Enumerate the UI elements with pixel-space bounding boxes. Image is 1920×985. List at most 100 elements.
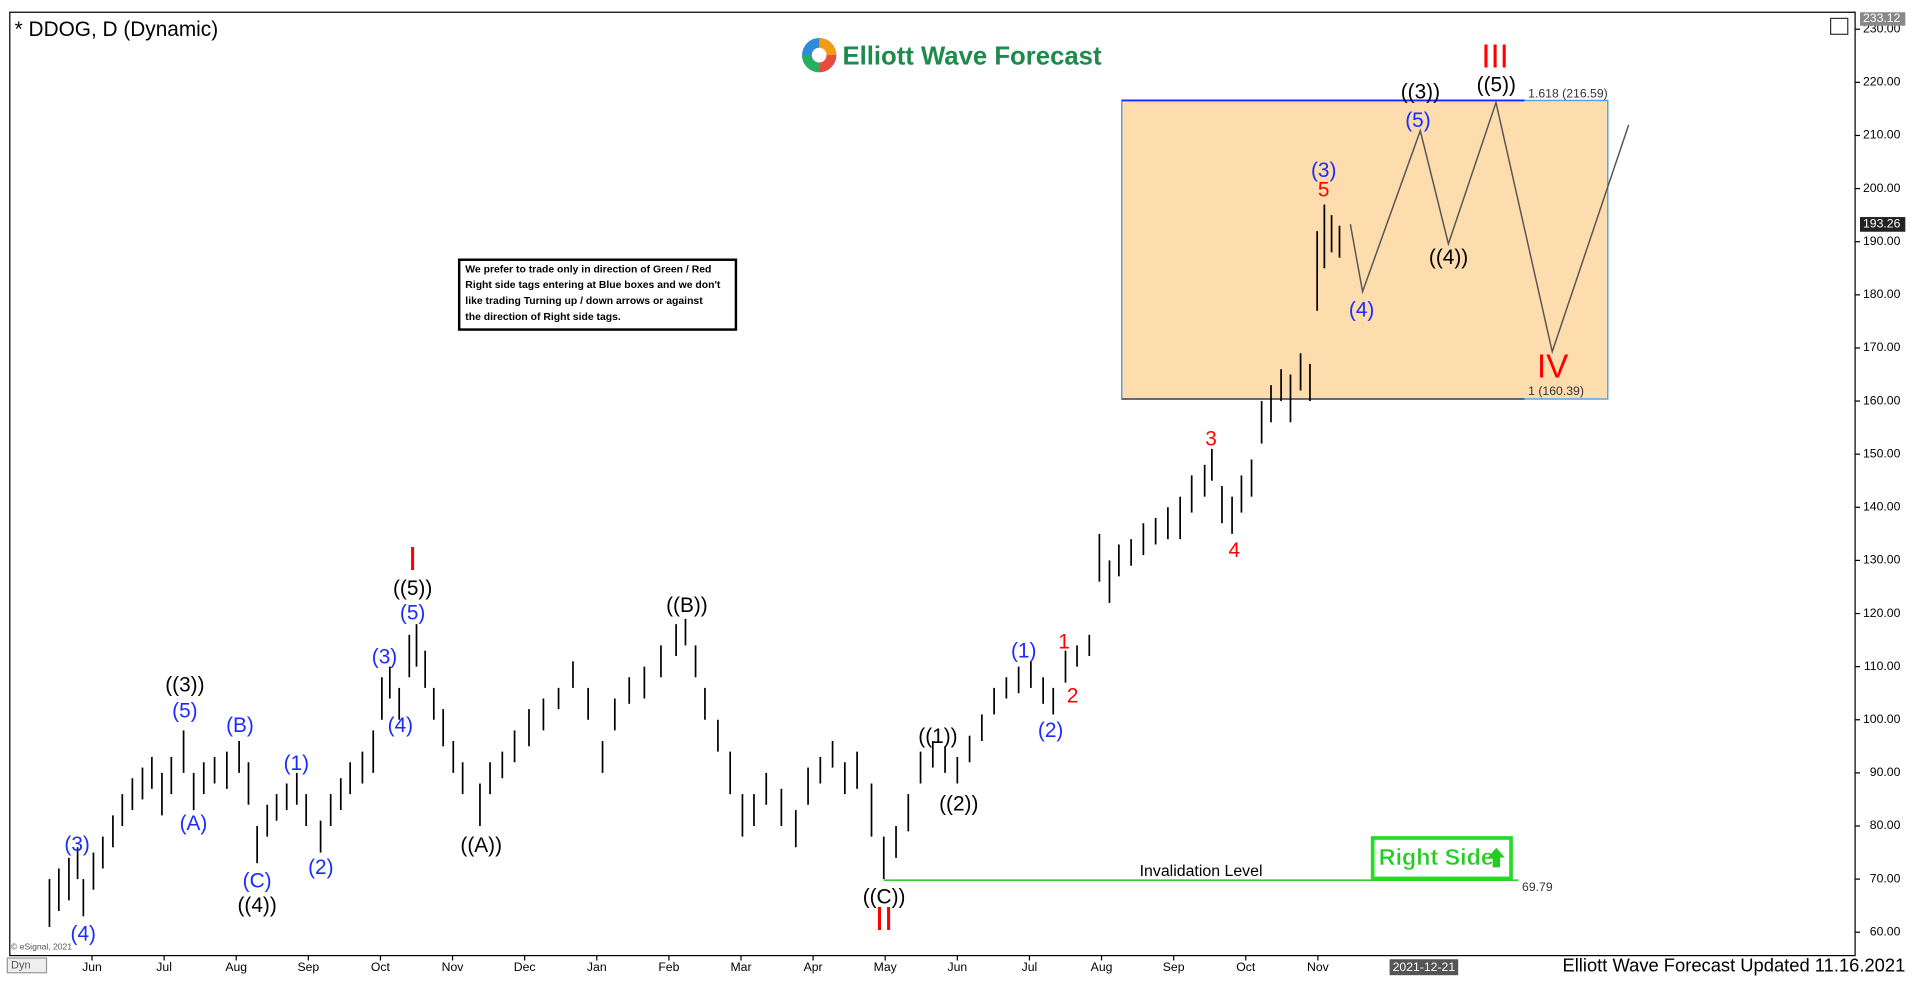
logo-icon: [811, 47, 827, 63]
note-line: like trading Turning up / down arrows or…: [465, 296, 703, 307]
y-tick-label: 80.00: [1870, 818, 1901, 832]
fib-label: 1 (160.39): [1528, 384, 1584, 398]
note-box: We prefer to trade only in direction of …: [457, 258, 738, 331]
wave-label: 4: [1228, 539, 1240, 562]
cursor-date: 2021-12-21: [1393, 960, 1456, 974]
x-tick-label: Sep: [1163, 960, 1185, 974]
note-line: Right side tags entering at Blue boxes a…: [465, 280, 721, 291]
wave-label: (3): [372, 645, 397, 668]
y-tick-label: 60.00: [1870, 924, 1901, 938]
wave-label: III: [1481, 39, 1509, 76]
wave-label: ((5)): [1477, 73, 1516, 96]
y-tick-label: 140.00: [1863, 500, 1901, 514]
plot-layer: 1.618 (216.59) 1 (160.39) Invalidation Lev…: [48, 11, 1906, 976]
copyright: © eSignal, 2021: [11, 941, 72, 951]
brand-name: Elliott Wave Forecast: [842, 42, 1102, 70]
note-line: the direction of Right side tags.: [465, 312, 621, 323]
y-tick-label: 100.00: [1863, 712, 1901, 726]
wave-label: (5): [400, 601, 425, 624]
wave-label: (3): [1311, 159, 1336, 182]
wave-label: (A): [180, 812, 208, 835]
chart-title: * DDOG, D (Dynamic): [15, 18, 218, 41]
target-box: [1121, 99, 1609, 400]
x-tick-label: Apr: [804, 960, 823, 974]
x-tick-label: Oct: [1236, 960, 1256, 974]
wave-label: ((B)): [666, 594, 708, 617]
wave-label: (4): [1349, 299, 1374, 322]
last-price-box: [1860, 217, 1906, 232]
wave-label: ((3)): [165, 674, 204, 697]
x-tick-label: Dec: [514, 960, 536, 974]
wave-label: I: [408, 541, 417, 578]
y-tick-label: 90.00: [1870, 765, 1901, 779]
y-tick-label: 210.00: [1863, 128, 1901, 142]
x-tick-label: May: [874, 960, 898, 974]
y-tick-label: 220.00: [1863, 75, 1901, 89]
y-tick-label: 130.00: [1863, 553, 1901, 567]
y-tick-label: 150.00: [1863, 446, 1901, 460]
wave-label: (2): [1038, 719, 1063, 742]
y-tick-label: 190.00: [1863, 234, 1901, 248]
wave-label: (5): [172, 699, 197, 722]
wave-label: 2: [1067, 685, 1079, 708]
top-price: 233.12: [1863, 11, 1901, 25]
wave-label: ((3)): [1401, 81, 1440, 104]
note-line: We prefer to trade only in direction of …: [465, 264, 711, 275]
last-price: 193.26: [1863, 217, 1901, 231]
wave-label: 3: [1205, 427, 1217, 450]
x-tick-label: Jun: [82, 960, 102, 974]
wave-label: 1: [1058, 631, 1070, 654]
x-tick-label: Sep: [297, 960, 319, 974]
wave-label: ((1)): [918, 725, 957, 748]
y-tick-label: 200.00: [1863, 181, 1901, 195]
wave-label: (4): [71, 922, 96, 945]
footer: Elliott Wave Forecast Updated 11.16.2021: [1562, 954, 1905, 975]
wave-label: ((A)): [460, 834, 502, 857]
top-price-box: [1860, 12, 1906, 26]
x-tick-label: Jul: [1022, 960, 1038, 974]
window-button[interactable]: [1830, 17, 1849, 35]
wave-label: (B): [226, 714, 254, 737]
wave-label: 5: [1318, 179, 1330, 202]
brand-logo: Elliott Wave Forecast: [802, 37, 1102, 73]
y-tick-label: 70.00: [1870, 871, 1901, 885]
wave-label: (3): [64, 833, 89, 856]
x-tick-label: Aug: [225, 960, 247, 974]
plot-frame: [9, 11, 1856, 957]
right-side-text: Right Side: [1379, 844, 1494, 870]
wave-label: ((5)): [393, 577, 432, 600]
wave-label: ((C)): [863, 886, 906, 909]
y-tick-label: 110.00: [1864, 659, 1901, 673]
wave-label: ((2)): [939, 792, 978, 815]
right-side-tag: Right Side: [1370, 836, 1513, 881]
up-arrow: [1487, 847, 1505, 868]
note-frame: [457, 258, 738, 331]
wave-label: (5): [1405, 109, 1430, 132]
mode-button[interactable]: [6, 957, 48, 974]
x-tick-label: Nov: [1307, 960, 1330, 974]
x-tick-label: Feb: [658, 960, 679, 974]
x-tick-label: Aug: [1091, 960, 1113, 974]
wave-label: ((4)): [1429, 246, 1468, 269]
wave-label: (2): [308, 856, 333, 879]
x-tick-label: Jul: [156, 960, 172, 974]
wave-label: (C): [243, 870, 272, 893]
wave-label: II: [875, 901, 893, 938]
wave-label: IV: [1537, 348, 1568, 385]
cursor-date-box: [1389, 959, 1459, 976]
x-tick-label: Oct: [371, 960, 391, 974]
x-tick-label: Jun: [947, 960, 967, 974]
y-tick-label: 160.00: [1863, 393, 1901, 407]
x-tick-label: Jan: [587, 960, 607, 974]
invalidation-label: Invalidation Level: [1140, 863, 1263, 880]
y-tick-label: 180.00: [1863, 287, 1901, 301]
invalidation-value: 69.79: [1522, 880, 1553, 894]
wave-label: (1): [284, 752, 309, 775]
wave-label: ((4)): [237, 894, 276, 917]
projection-path: [1349, 99, 1630, 355]
y-tick-label: 170.00: [1863, 340, 1901, 354]
right-side-frame: [1370, 836, 1513, 881]
